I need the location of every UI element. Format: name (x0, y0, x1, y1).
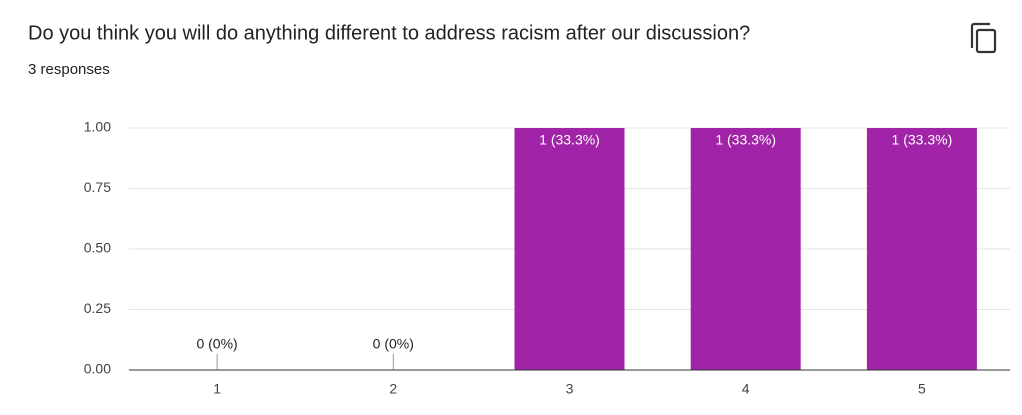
value-label: 1 (33.3%) (539, 132, 600, 148)
bar (690, 128, 801, 370)
copy-icon-front (975, 28, 997, 54)
y-tick-label: 0.25 (84, 300, 111, 316)
y-tick-label: 0.00 (84, 361, 111, 377)
bar (866, 128, 977, 370)
x-tick-label: 4 (742, 381, 750, 397)
y-tick-label: 0.75 (84, 179, 111, 195)
chart-subtitle: 3 responses (28, 61, 110, 78)
x-tick-label: 3 (566, 381, 574, 397)
chart-title: Do you think you will do anything differ… (28, 22, 750, 44)
copy-icon[interactable] (970, 22, 997, 54)
value-label: 1 (33.3%) (715, 132, 776, 148)
y-tick-label: 1.00 (84, 119, 111, 135)
x-tick-label: 1 (213, 381, 221, 397)
x-tick-label: 5 (918, 381, 926, 397)
copy-icon-back (970, 22, 990, 48)
value-label: 1 (33.3%) (892, 132, 953, 148)
x-tick-label: 2 (389, 381, 397, 397)
value-label: 0 (0%) (373, 336, 414, 352)
y-tick-label: 0.50 (84, 240, 111, 256)
value-label: 0 (0%) (196, 336, 237, 352)
bar (514, 128, 625, 370)
